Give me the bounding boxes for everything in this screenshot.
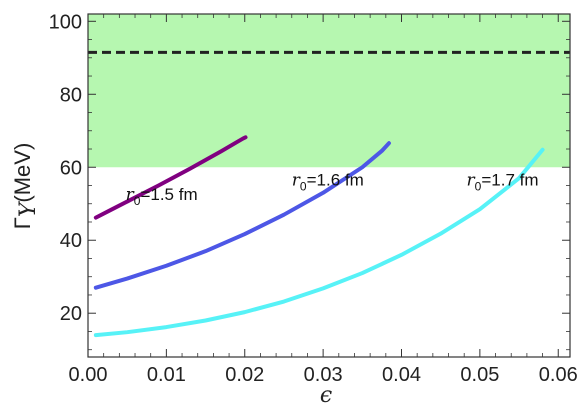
x-tick-label: 0.02 (225, 364, 264, 386)
series-label-3: r0=1.7 fm (467, 171, 539, 194)
x-tick-label: 0.05 (460, 364, 499, 386)
y-axis-label-symbol: Γ (10, 217, 35, 229)
x-tick-label: 0.01 (147, 364, 186, 386)
series-label-2: r0=1.6 fm (292, 171, 364, 194)
y-tick-label: 80 (60, 84, 82, 106)
plot-area: r0=1.5 fm r0=1.6 fm r0=1.7 fm (88, 14, 570, 357)
y-axis-label-unit: (MeV) (10, 143, 35, 203)
x-tick-label: 0.06 (539, 364, 578, 386)
y-tick-label: 100 (49, 11, 82, 33)
y-tick-label: 60 (60, 157, 82, 179)
series-line-3 (93, 147, 545, 338)
y-tick-label: 40 (60, 230, 82, 252)
x-axis-label: ϵ (320, 383, 332, 408)
allowed-band (88, 14, 570, 168)
axis-ticks: 0.00 0.01 0.02 0.03 0.04 0.05 0.06 20 40 60 80 100 (49, 11, 578, 386)
x-tick-label: 0.04 (382, 364, 421, 386)
series-label-1: r0=1.5 fm (126, 185, 198, 208)
y-axis-label: ΓY(MeV) (10, 143, 41, 230)
series-line-1 (93, 135, 248, 220)
series-line-2 (93, 141, 391, 290)
x-tick-label: 0.03 (304, 364, 343, 386)
y-axis-label-subscript: Y (16, 200, 41, 217)
y-tick-label: 20 (60, 303, 82, 325)
x-tick-label: 0.00 (69, 364, 108, 386)
